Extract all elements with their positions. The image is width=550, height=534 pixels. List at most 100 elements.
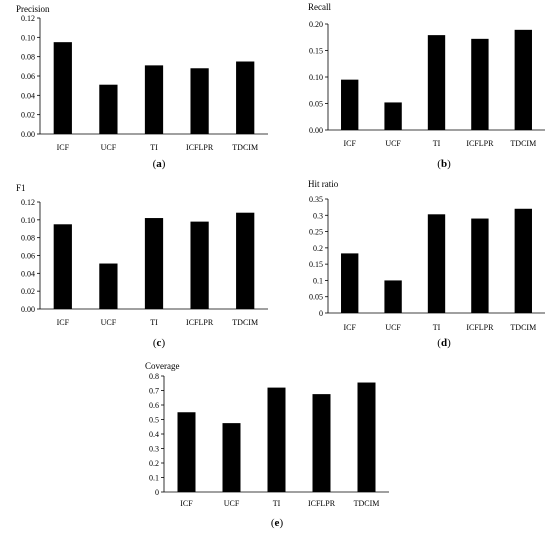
bar-ti: [144, 65, 164, 134]
y-tick-label: 0.15: [309, 260, 323, 269]
chart-panel-1: Precision 0.00 0.02 0.04 0.06 0.08 0.10 0.12 ICF…: [16, 4, 268, 170]
y-tick-label: 0.02: [21, 287, 35, 296]
y-tick-label: 0.15: [309, 47, 323, 56]
bar-tdcim: [514, 208, 532, 313]
y-tick-label: 0.20: [309, 20, 323, 29]
x-tick-label: ICF: [57, 143, 70, 152]
y-tick-label: 0.6: [149, 401, 159, 410]
y-tick-label: 0.02: [21, 111, 35, 120]
bar-icf: [341, 253, 359, 313]
y-tick-label: 0: [155, 488, 159, 497]
bar-ti: [427, 35, 446, 130]
panel-caption: (e): [271, 517, 284, 529]
y-tick-label: 0.05: [309, 100, 323, 109]
y-tick-label: 0.3: [313, 211, 323, 220]
y-tick-label: 0.35: [309, 195, 323, 204]
x-tick-label: ICFLPR: [308, 499, 336, 508]
bar-ti: [427, 214, 446, 313]
x-tick-label: UCF: [385, 323, 401, 332]
bar-icflpr: [312, 394, 331, 492]
y-tick-label: 0.2: [313, 244, 323, 253]
x-tick-label: ICFLPR: [466, 323, 494, 332]
bar-icflpr: [190, 221, 209, 309]
bar-icf: [53, 224, 72, 309]
bar-tdcim: [236, 212, 255, 309]
bar-ti: [144, 218, 164, 309]
y-tick-label: 0.10: [309, 73, 323, 82]
y-tick-label: 0.5: [149, 416, 159, 425]
chart-title: Hit ratio: [308, 179, 339, 189]
y-tick-label: 0.08: [21, 234, 35, 243]
x-tick-label: ICFLPR: [186, 143, 214, 152]
y-tick-label: 0.12: [21, 198, 35, 207]
bar-ucf: [384, 280, 402, 313]
chart-title: Precision: [16, 4, 50, 14]
bar-ucf: [99, 263, 118, 309]
bar-ucf: [99, 84, 118, 134]
y-tick-label: 0.00: [21, 130, 35, 139]
bar-icf: [341, 79, 359, 130]
y-tick-label: 0.00: [21, 305, 35, 314]
bar-tdcim: [236, 61, 255, 134]
bar-icf: [177, 412, 196, 492]
x-tick-label: UCF: [101, 143, 117, 152]
x-tick-label: TI: [150, 143, 158, 152]
x-tick-label: TDCIM: [510, 323, 536, 332]
bar-ucf: [222, 423, 241, 492]
bar-icflpr: [471, 218, 489, 313]
chart-panel-3: F1 0.00 0.02 0.04 0.06 0.08 0.10 0.12 ICF UCF TI IC…: [16, 183, 268, 349]
y-tick-label: 0.4: [149, 430, 159, 439]
y-tick-label: 0.3: [149, 445, 159, 454]
panel-caption: (c): [153, 337, 166, 349]
x-tick-label: ICF: [180, 499, 193, 508]
panel-caption: (a): [153, 158, 166, 170]
bar-tdcim: [514, 29, 532, 130]
chart-panel-4: Hit ratio 0 0.05 0.1 0.15 0.2 0.25 0.3 0.35 ICF UC…: [308, 179, 545, 349]
y-tick-label: 0.05: [309, 293, 323, 302]
chart-title: Coverage: [145, 361, 179, 371]
y-tick-label: 0.08: [21, 53, 35, 62]
bar-ucf: [384, 102, 402, 130]
y-tick-label: 0.00: [309, 126, 323, 135]
y-tick-label: 0.8: [149, 372, 159, 381]
x-tick-label: UCF: [101, 318, 117, 327]
y-tick-label: 0: [319, 309, 323, 318]
y-tick-label: 0.1: [313, 276, 323, 285]
y-tick-label: 0.06: [21, 72, 35, 81]
x-tick-label: TI: [150, 318, 158, 327]
x-tick-label: UCF: [224, 499, 240, 508]
bar-icflpr: [190, 68, 209, 134]
bar-icf: [53, 42, 72, 134]
bar-icflpr: [471, 38, 489, 131]
x-tick-label: ICF: [343, 323, 356, 332]
bar-tdcim: [357, 382, 376, 492]
x-tick-label: TDCIM: [232, 318, 258, 327]
chart-panel-2: Recall 0.00 0.05 0.10 0.15 0.20 ICF UCF TI ICFLPR…: [308, 2, 545, 170]
panel-caption: (b): [437, 158, 451, 170]
x-tick-label: TI: [433, 323, 441, 332]
y-tick-label: 0.04: [21, 269, 35, 278]
chart-panel-5: Coverage 0 0.1 0.2 0.3 0.4 0.5 0.6 0.7 0.8 ICF UCF T…: [145, 361, 389, 529]
y-tick-label: 0.12: [21, 14, 35, 23]
y-tick-label: 0.1: [149, 474, 159, 483]
x-tick-label: TDCIM: [232, 143, 258, 152]
y-tick-label: 0.04: [21, 91, 35, 100]
x-tick-label: UCF: [385, 139, 401, 148]
y-tick-label: 0.25: [309, 228, 323, 237]
x-tick-label: TI: [433, 139, 441, 148]
x-tick-label: TI: [273, 499, 281, 508]
y-tick-label: 0.10: [21, 33, 35, 42]
bar-ti: [267, 387, 286, 492]
x-tick-label: TDCIM: [510, 139, 536, 148]
y-tick-label: 0.06: [21, 252, 35, 261]
x-tick-label: ICFLPR: [466, 139, 494, 148]
x-tick-label: ICF: [343, 139, 356, 148]
y-tick-label: 0.10: [21, 216, 35, 225]
chart-title: F1: [16, 183, 26, 193]
y-tick-label: 0.2: [149, 459, 159, 468]
y-tick-label: 0.7: [149, 387, 159, 396]
x-tick-label: ICF: [57, 318, 70, 327]
x-tick-label: ICFLPR: [186, 318, 214, 327]
panel-caption: (d): [437, 337, 451, 349]
